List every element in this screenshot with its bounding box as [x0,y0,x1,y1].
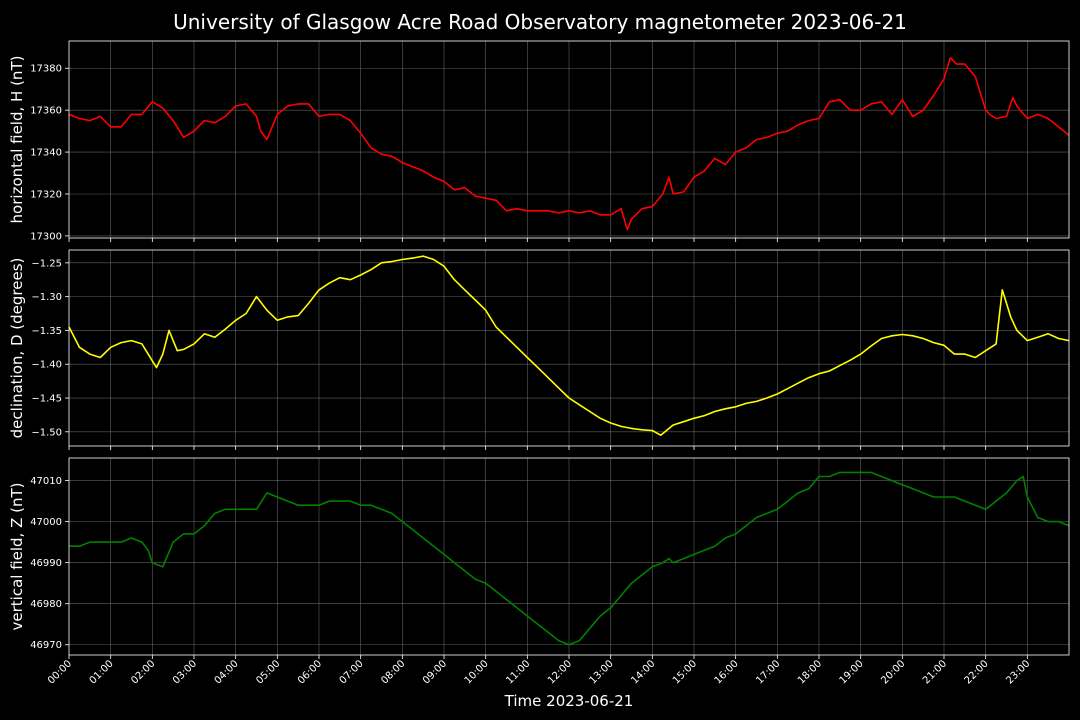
axes-frame [68,40,1070,239]
axes-frame [68,457,1070,656]
y-tick-label: 47000 [30,517,62,528]
y-tick-label: 46990 [30,558,62,569]
panels-layer: 17300 17320 17340 17360 17380 horizontal fiel… [8,40,1070,659]
x-axis-label: Time 2023-06-21 [504,692,634,710]
chart-title: University of Glasgow Acre Road Observat… [173,10,907,34]
y-tick-label: 46970 [30,640,62,651]
y-tick-label: 47010 [30,476,62,487]
y-axis-label: declination, D (degrees) [8,258,26,439]
y-tick-label: −1.35 [31,326,62,337]
y-tick-label: −1.40 [31,360,62,371]
series-line-2 [68,255,1070,437]
series-line-3 [69,471,1070,646]
y-tick-label: 17340 [30,148,62,159]
series-line-1 [68,56,1070,231]
panel-2: −1.50 −1.45 −1.40 −1.35 −1.30 −1.25 declinatio… [8,249,1070,450]
y-tick-label: −1.50 [31,427,62,438]
y-tick-label: −1.45 [31,394,62,405]
y-axis-label: horizontal field, H (nT) [8,56,26,224]
y-tick-label: 46980 [30,599,62,610]
y-tick-label: 17380 [30,64,62,75]
y-tick-label: 17360 [30,106,62,117]
y-tick-label: −1.30 [31,292,62,303]
y-tick-label: −1.25 [31,258,62,269]
panel-3: 46970 46980 46990 47000 47010 vertical field,… [8,457,1070,659]
axes-frame [68,249,1070,447]
y-tick-label: 17300 [30,231,62,242]
y-axis-label: vertical field, Z (nT) [8,482,26,630]
panel-1: 17300 17320 17340 17360 17380 horizontal fiel… [8,40,1070,242]
y-tick-label: 17320 [30,189,62,200]
